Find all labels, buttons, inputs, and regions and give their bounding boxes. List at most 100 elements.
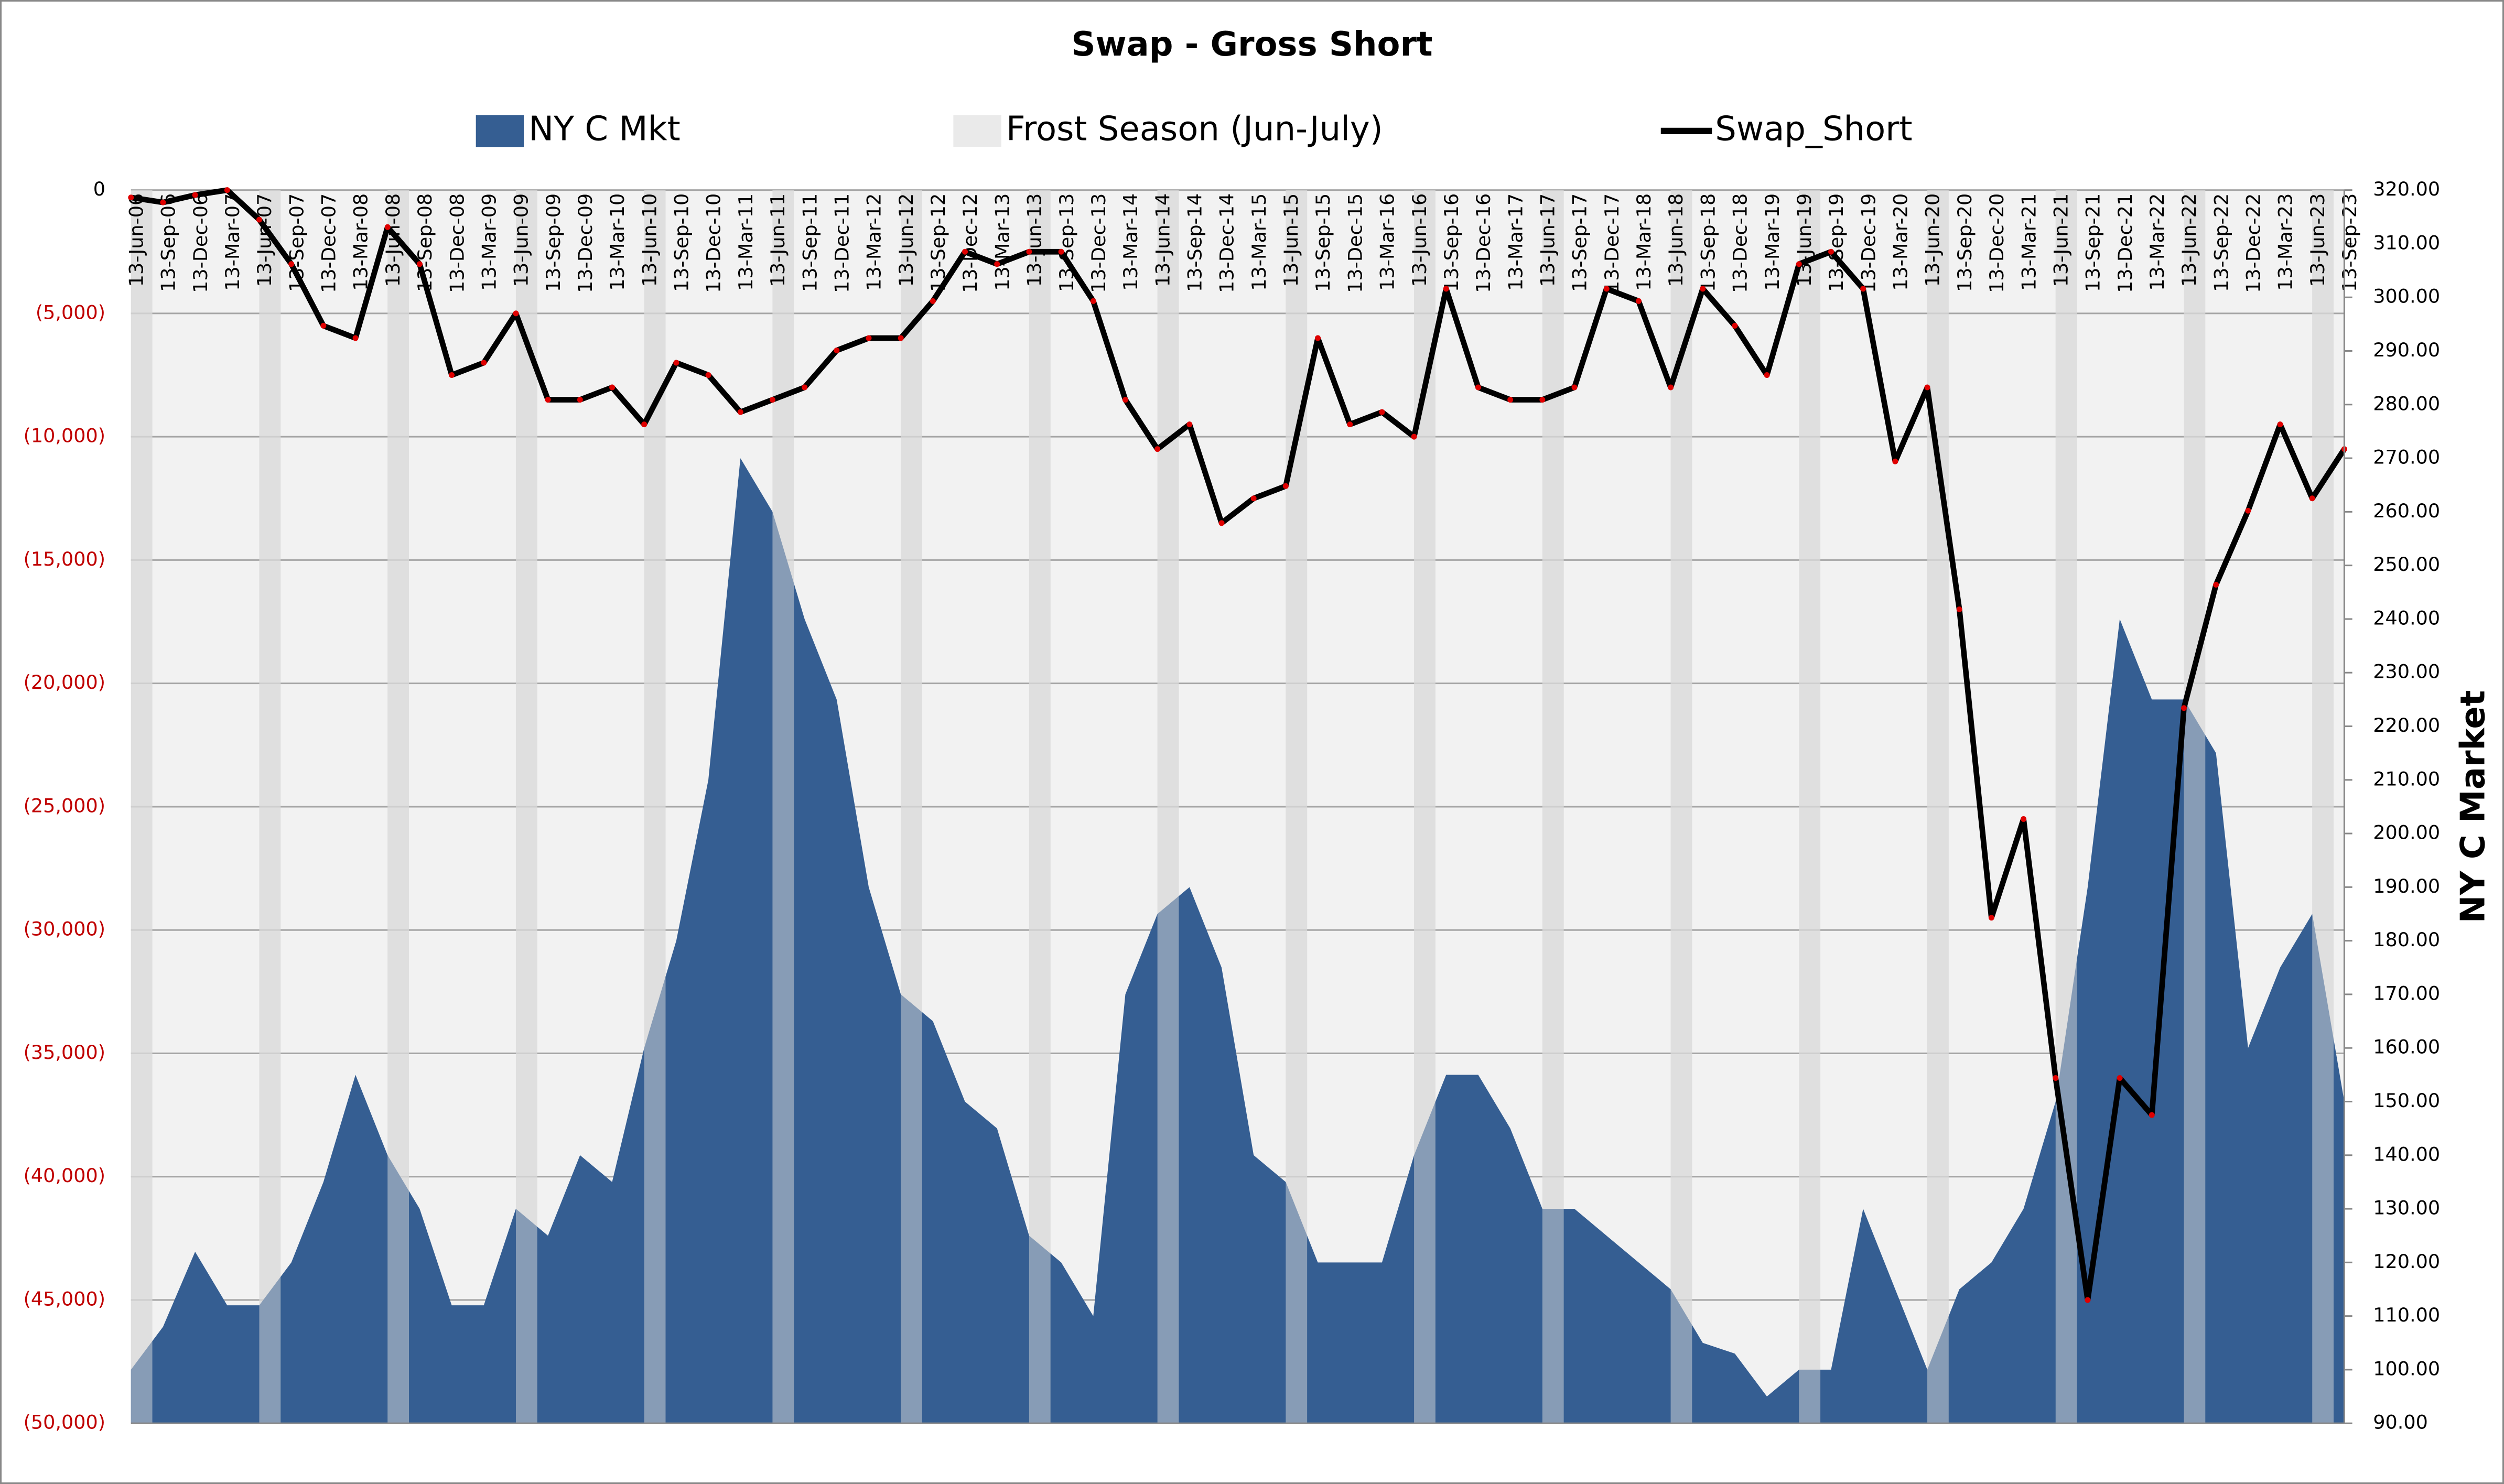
y-tick-label: (25,000)	[24, 794, 105, 817]
x-tick-label: 13-Jun-17	[1537, 193, 1559, 287]
x-tick-label: 13-Jun-12	[895, 193, 918, 287]
x-tick-label: 13-Mar-10	[606, 193, 629, 291]
line-marker	[898, 335, 904, 341]
y2-tick-label: 200.00	[2373, 821, 2440, 844]
x-tick-label: 13-Dec-18	[1729, 193, 1752, 293]
y2-axis-label: NY C Market	[2454, 690, 2493, 924]
y2-tick-label: 100.00	[2373, 1357, 2440, 1380]
x-tick-label: 13-Sep-11	[798, 193, 821, 292]
y2-tick-label: 90.00	[2373, 1411, 2428, 1434]
y-tick-label: (20,000)	[24, 671, 105, 694]
frost-band-overlay	[901, 190, 922, 1424]
line-marker	[1796, 261, 1802, 267]
line-marker	[1058, 248, 1064, 255]
x-tick-label: 13-Sep-10	[671, 193, 693, 292]
x-tick-label: 13-Dec-21	[2114, 193, 2136, 293]
frost-band-overlay	[1799, 190, 1821, 1424]
line-marker	[802, 384, 808, 391]
y2-tick-label: 170.00	[2373, 982, 2440, 1004]
x-tick-label: 13-Dec-11	[830, 193, 853, 293]
y2-tick-label: 230.00	[2373, 660, 2440, 683]
line-marker	[2213, 581, 2219, 588]
x-tick-label: 13-Jun-09	[510, 193, 533, 287]
line-marker	[1186, 421, 1193, 428]
line	[130, 187, 2347, 1303]
line-marker	[2085, 1297, 2091, 1303]
line-marker	[224, 187, 230, 193]
x-tick-label: 13-Jun-14	[1151, 193, 1174, 287]
line-marker	[1122, 397, 1128, 403]
line-marker	[128, 194, 134, 201]
frost-band-overlay	[515, 190, 537, 1424]
x-tick-label: 13-Dec-17	[1601, 193, 1623, 293]
line-marker	[769, 397, 775, 403]
frost-band-overlay	[2055, 190, 2077, 1424]
line-marker	[609, 384, 615, 391]
x-tick-label: 13-Dec-19	[1857, 193, 1880, 293]
line-marker	[2117, 1075, 2123, 1081]
y2-tick-label: 210.00	[2373, 767, 2440, 790]
y2-tick-label: 110.00	[2373, 1304, 2440, 1326]
legend-label: Swap_Short	[1715, 110, 1912, 148]
y-tick-label: (30,000)	[24, 918, 105, 940]
x-tick-label: 13-Mar-21	[2017, 193, 2040, 291]
x-tick-label: 13-Sep-21	[2082, 193, 2104, 292]
line-marker	[481, 360, 487, 366]
line-marker	[2181, 705, 2187, 711]
line-marker	[449, 372, 455, 378]
frost-band-overlay	[772, 190, 794, 1424]
x-tick-label: 13-Sep-23	[2338, 193, 2361, 292]
x-tick-label: 13-Sep-16	[1440, 193, 1463, 292]
line-marker	[1154, 446, 1161, 452]
y2-tick-label: 240.00	[2373, 606, 2440, 629]
x-tick-label: 13-Mar-17	[1504, 193, 1527, 291]
line-marker	[1860, 286, 1866, 292]
x-tick-label: 13-Mar-18	[1633, 193, 1655, 291]
x-tick-label: 13-Jun-10	[638, 193, 661, 287]
line-marker	[256, 216, 262, 223]
x-tick-label: 13-Jun-13	[1023, 193, 1046, 287]
line-marker	[1828, 248, 1834, 255]
x-tick-label: 13-Sep-14	[1184, 193, 1206, 292]
y-tick-label: (15,000)	[24, 548, 105, 570]
line-marker	[1250, 495, 1257, 502]
line-marker	[641, 421, 647, 428]
frost-band-overlay	[644, 190, 666, 1424]
y-tick-label: (10,000)	[24, 425, 105, 447]
line-marker	[1732, 322, 1738, 329]
line-marker	[288, 261, 295, 267]
y-tick-label: (35,000)	[24, 1041, 105, 1064]
x-tick-label: 13-Jun-21	[2049, 193, 2072, 287]
x-tick-label: 13-Dec-16	[1472, 193, 1495, 293]
line-marker	[352, 335, 359, 341]
legend-label: Frost Season (Jun-July)	[1006, 110, 1383, 148]
x-tick-label: 13-Dec-06	[189, 193, 212, 293]
y2-tick-label: 160.00	[2373, 1036, 2440, 1058]
line-marker	[673, 360, 679, 366]
line-marker	[737, 409, 743, 415]
frost-band-overlay	[1670, 190, 1692, 1424]
line-marker	[2277, 421, 2283, 428]
x-tick-label: 13-Jun-06	[125, 193, 147, 287]
frost-band-overlay	[387, 190, 409, 1424]
y2-tick-label: 220.00	[2373, 714, 2440, 736]
line-marker	[1539, 397, 1546, 403]
y2-tick-label: 180.00	[2373, 928, 2440, 951]
x-tick-label: 13-Mar-16	[1376, 193, 1399, 291]
line-marker	[1700, 286, 1706, 292]
x-tick-label: 13-Mar-22	[2146, 193, 2168, 291]
x-tick-label: 13-Dec-07	[318, 193, 340, 293]
line-marker	[2245, 507, 2251, 514]
x-tick-label: 13-Sep-22	[2210, 193, 2232, 292]
y-tick-label: 0	[93, 178, 105, 200]
line-marker	[1315, 335, 1321, 341]
x-tick-label: 13-Mar-11	[735, 193, 757, 291]
line-marker	[1218, 520, 1225, 526]
x-tick-label: 13-Mar-08	[350, 193, 372, 291]
frost-band-overlay	[2184, 190, 2206, 1424]
y2-tick-label: 130.00	[2373, 1197, 2440, 1219]
line-marker	[1475, 384, 1481, 391]
line-marker	[2309, 495, 2315, 502]
x-tick-label: 13-Mar-19	[1761, 193, 1784, 291]
